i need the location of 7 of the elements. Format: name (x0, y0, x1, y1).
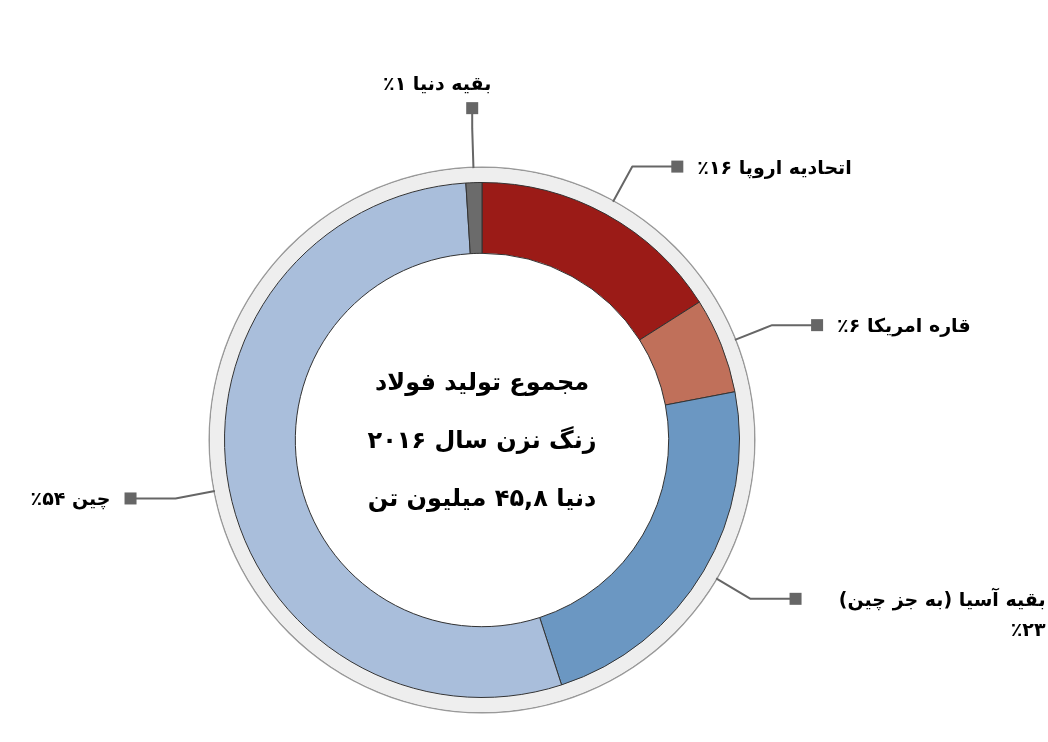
chart-title: مجموع تولید فولاد زنگ نزن سال ۲۰۱۶ دنیا ۴۵,۸ میلیون تن (367, 368, 597, 512)
slice-label: بقیه دنیا ۱٪ (382, 71, 493, 97)
slice-label: اتحادیه اروپا ۱۶٪ (697, 154, 852, 181)
slice-label: قاره امریکا ۶٪ (837, 313, 971, 339)
data-label: ۲۳٪ (1010, 617, 1046, 640)
slice-label: بقیه آسیا (به جز چین) (838, 587, 1046, 610)
slice-label: چین ۵۴٪ (30, 486, 111, 512)
